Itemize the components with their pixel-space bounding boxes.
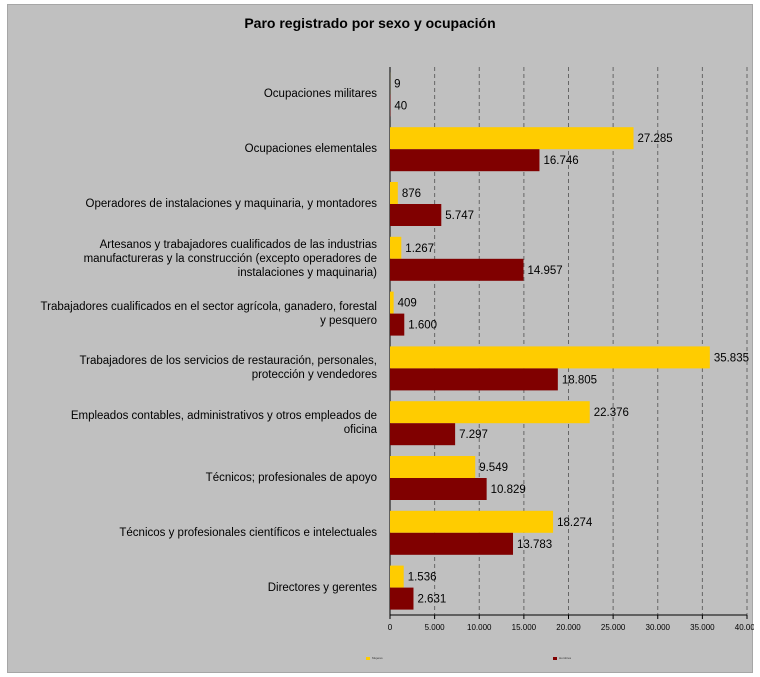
data-label: 1.267 xyxy=(405,243,434,255)
bar-hombres xyxy=(390,258,524,281)
data-label: 409 xyxy=(398,298,417,310)
category-label: Directores y gerentes xyxy=(267,581,377,594)
data-label: 13.783 xyxy=(517,539,552,551)
data-label: 1.600 xyxy=(408,320,437,332)
category-label: Ocupaciones militares xyxy=(263,88,377,101)
x-tick-label: 35.000 xyxy=(690,623,715,632)
x-tick-label: 25.000 xyxy=(601,623,626,632)
category-label: Trabajadores cualificados en el sector a… xyxy=(40,300,377,327)
bar-hombres xyxy=(390,478,487,500)
legend-swatch-mujeres xyxy=(366,656,370,660)
data-label: 1.536 xyxy=(408,572,437,584)
bar-mujeres xyxy=(390,510,554,533)
category-label: Artesanos y trabajadores cualificados de… xyxy=(83,238,377,279)
chart-title: Paro registrado por sexo y ocupación xyxy=(244,15,496,31)
legend-label-mujeres: Mujeres xyxy=(372,656,383,660)
category-label: Técnicos; profesionales de apoyo xyxy=(205,472,377,484)
data-label: 35.835 xyxy=(714,352,749,364)
bar-hombres xyxy=(390,313,405,336)
category-label: Empleados contables, administrativos y o… xyxy=(70,410,377,437)
data-label: 16.746 xyxy=(543,155,578,167)
bar-mujeres xyxy=(390,182,398,204)
data-label: 9.549 xyxy=(479,462,508,474)
legend-item-hombres: Hombres xyxy=(553,656,571,660)
bar-hombres xyxy=(390,532,514,555)
legend-swatch-hombres xyxy=(553,656,557,660)
bar-mujeres xyxy=(390,291,394,314)
data-label: 18.274 xyxy=(557,517,593,529)
data-label: 27.285 xyxy=(638,133,673,145)
category-label: Técnicos y profesionales científicos e i… xyxy=(119,526,377,539)
chart-frame: Paro registrado por sexo y ocupación 0 5.… xyxy=(7,4,754,673)
bar-mujeres xyxy=(390,127,634,150)
bar-mujeres xyxy=(390,565,404,588)
data-label: 14.957 xyxy=(527,265,562,277)
data-label: 18.805 xyxy=(562,374,597,386)
bar-hombres xyxy=(390,368,558,391)
bar-hombres xyxy=(390,204,442,226)
bar-mujeres xyxy=(390,346,710,369)
legend-label-hombres: Hombres xyxy=(559,656,572,660)
data-label: 22.376 xyxy=(594,407,629,419)
data-label: 10.829 xyxy=(491,484,526,496)
category-label: Trabajadores de los servicios de restaur… xyxy=(79,355,377,382)
x-tick-label: 20.000 xyxy=(556,623,581,632)
bar-mujeres xyxy=(390,456,476,478)
bar-hombres xyxy=(390,423,456,446)
data-label: 9 xyxy=(394,78,400,90)
x-tick-label: 0 xyxy=(388,623,393,632)
bar-hombres xyxy=(390,587,414,610)
bar-mujeres xyxy=(390,236,402,259)
plot-area: 0 5.000 10.000 15.000 20.000 25.000 30.000 35.0… xyxy=(388,67,754,632)
legend-item-mujeres: Mujeres xyxy=(366,656,383,660)
x-tick-label: 40.000 xyxy=(735,623,754,632)
x-tick-label: 15.000 xyxy=(512,623,537,632)
data-label: 876 xyxy=(402,188,421,200)
category-label: Ocupaciones elementales xyxy=(244,143,377,156)
data-label: 40 xyxy=(394,100,407,112)
x-tick-label: 10.000 xyxy=(467,623,492,632)
category-label: Operadores de instalaciones y maquinaria… xyxy=(85,198,378,210)
data-label: 5.747 xyxy=(445,210,474,222)
x-tick-label: 5.000 xyxy=(425,623,446,632)
bar-mujeres xyxy=(390,401,590,424)
data-label: 2.631 xyxy=(417,594,446,606)
data-label: 7.297 xyxy=(459,429,488,441)
bar-hombres xyxy=(390,149,540,172)
x-tick-label: 30.000 xyxy=(646,623,671,632)
